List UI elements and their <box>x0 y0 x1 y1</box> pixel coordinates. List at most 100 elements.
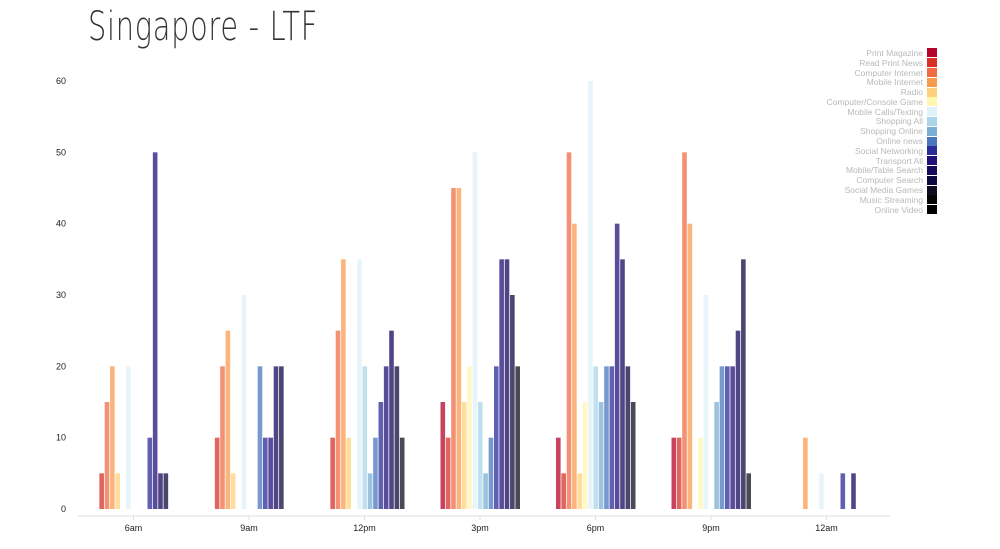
x-tick-label: 12am <box>815 523 838 533</box>
bar <box>268 437 273 509</box>
legend-item: Mobile Internet <box>687 77 937 87</box>
bar <box>341 259 346 509</box>
y-tick-label: 10 <box>56 433 66 443</box>
bar <box>383 366 389 509</box>
bar <box>104 402 110 509</box>
legend-item: Radio <box>687 87 937 97</box>
legend-item: Online news <box>687 136 937 146</box>
legend-swatch <box>927 87 937 97</box>
legend-label: Mobile Internet <box>866 77 923 88</box>
bar <box>389 330 394 509</box>
x-tick-label: 12pm <box>353 523 376 533</box>
legend-swatch <box>927 165 937 175</box>
bar <box>152 152 158 510</box>
bar <box>714 402 719 509</box>
bar <box>378 402 384 509</box>
bar <box>330 437 335 509</box>
bar <box>483 473 488 509</box>
legend-label: Mobile Calls/Texting <box>847 106 923 117</box>
bar <box>279 366 284 509</box>
bar <box>214 437 220 509</box>
legend-label: Mobile/Table Search <box>845 165 923 176</box>
bar <box>725 366 730 509</box>
bar <box>730 366 735 509</box>
bar <box>588 81 593 509</box>
x-tick-label: 6am <box>125 523 143 533</box>
bar <box>440 402 446 509</box>
bar <box>566 152 572 510</box>
bar <box>461 402 467 509</box>
y-axis: 0 10 20 30 40 50 60 <box>56 76 66 514</box>
legend-item: Music Streaming <box>687 195 937 205</box>
bar <box>609 366 615 509</box>
bar <box>719 366 725 509</box>
legend-item: Read Print News <box>687 58 937 68</box>
legend-swatch <box>927 195 937 205</box>
bar <box>572 223 577 509</box>
legend-label: Print Magazine <box>866 47 923 58</box>
bar <box>335 330 341 509</box>
x-tick-label: 9pm <box>702 523 720 533</box>
bar <box>671 437 677 509</box>
bar <box>840 473 846 509</box>
bar <box>515 366 520 509</box>
legend-swatch <box>927 146 937 156</box>
bar <box>698 437 703 509</box>
legend-label: Social Networking <box>854 145 923 156</box>
bar <box>115 473 120 509</box>
legend-label: Read Print News <box>859 57 923 68</box>
bar <box>620 259 625 509</box>
legend-item: Print Magazine <box>687 48 937 58</box>
bar <box>682 152 687 510</box>
legend-item: Online Video <box>687 205 937 215</box>
bar <box>819 473 824 509</box>
legend-swatch <box>927 48 937 58</box>
legend-label: Online Video <box>874 204 923 215</box>
legend-swatch <box>927 77 937 87</box>
bar <box>158 473 163 509</box>
bar <box>561 473 566 509</box>
bar <box>263 437 268 509</box>
legend-item: Mobile/Table Search <box>687 165 937 176</box>
bar <box>582 402 588 509</box>
y-tick-label: 30 <box>56 290 66 300</box>
legend-swatch <box>927 116 937 126</box>
x-tick-label: 3pm <box>471 523 489 533</box>
bar <box>703 295 709 509</box>
legend-label: Computer/Console Game <box>826 96 923 107</box>
bar <box>225 330 231 509</box>
legend-label: Radio <box>900 87 923 98</box>
bar <box>735 330 741 509</box>
y-tick-label: 60 <box>56 76 66 86</box>
bar <box>147 437 153 509</box>
y-tick-label: 50 <box>56 147 66 157</box>
bar <box>488 437 494 509</box>
bar <box>456 188 462 509</box>
bar <box>399 437 405 509</box>
legend-item: Shopping All <box>687 116 937 127</box>
bar <box>741 259 746 509</box>
bar <box>556 437 561 509</box>
bar <box>477 402 483 509</box>
legend: Print Magazine Read Print News Computer In… <box>687 48 937 215</box>
legend-item: Social Networking <box>687 146 937 156</box>
legend-label: Shopping All <box>875 116 923 127</box>
bar <box>499 259 504 509</box>
bar <box>630 402 636 509</box>
bars-group <box>99 81 856 510</box>
chart-title: Singapore - LTF <box>88 4 319 50</box>
legend-label: Computer Search <box>856 175 923 186</box>
legend-swatch <box>927 136 937 146</box>
bar <box>494 366 499 509</box>
bar <box>373 437 378 509</box>
bar <box>241 295 247 509</box>
bar <box>593 366 599 509</box>
legend-swatch <box>927 126 937 136</box>
bar <box>472 152 478 510</box>
legend-swatch <box>927 185 937 195</box>
bar <box>220 366 225 509</box>
bar <box>357 259 362 509</box>
legend-swatch <box>927 175 937 185</box>
legend-item: Computer/Console Game <box>687 97 937 107</box>
